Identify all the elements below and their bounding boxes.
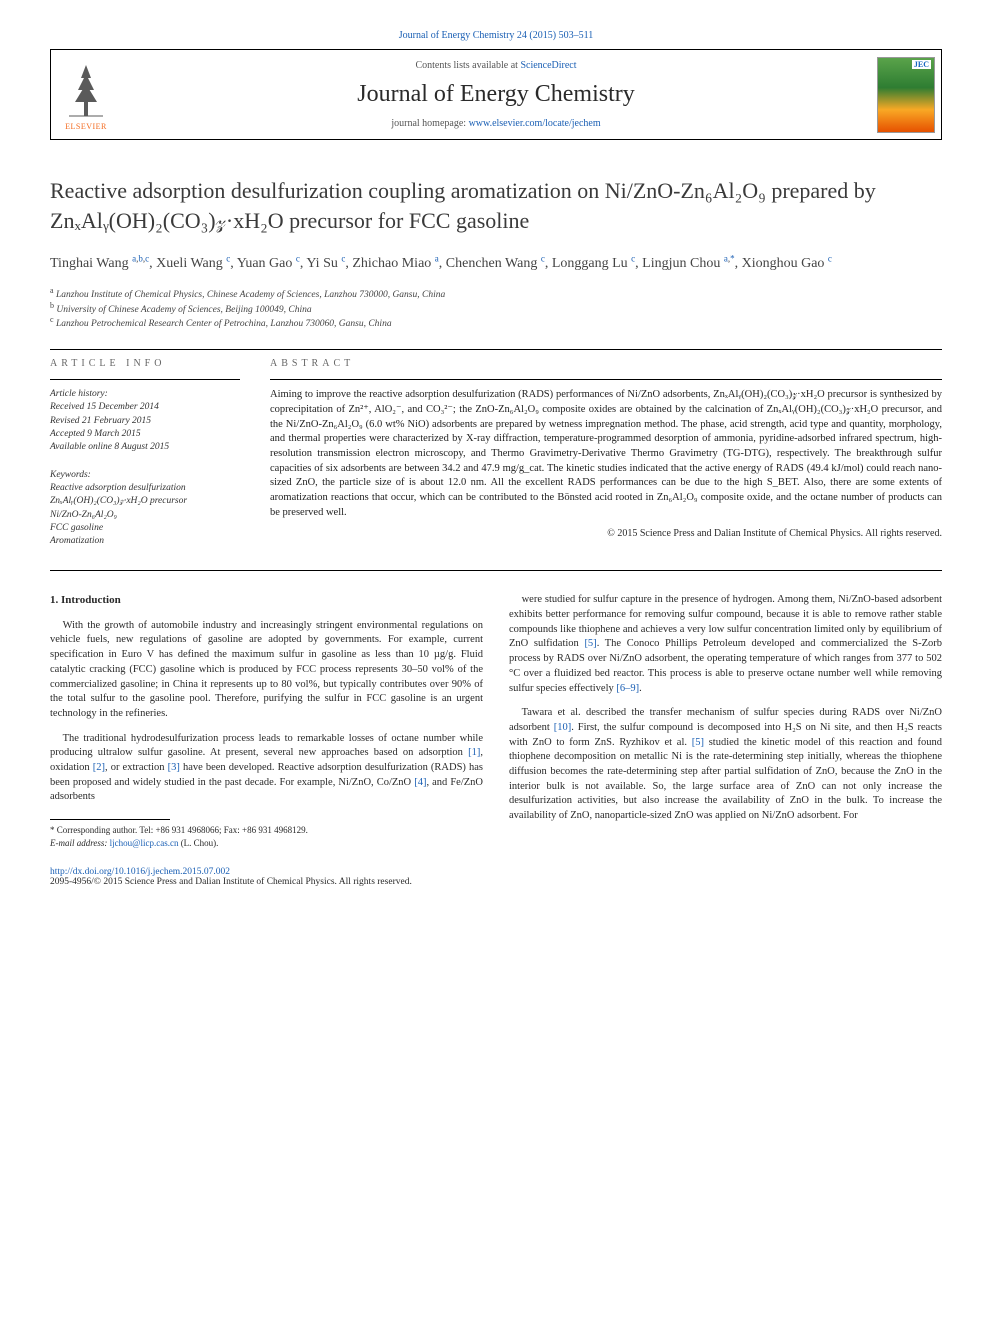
- p2-text: , or extraction: [105, 762, 168, 773]
- journal-title: Journal of Energy Chemistry: [121, 81, 871, 108]
- intro-heading: 1. Introduction: [50, 593, 483, 608]
- history-line: Accepted 9 March 2015: [50, 428, 240, 441]
- body-columns: 1. Introduction With the growth of autom…: [50, 593, 942, 849]
- article-history-block: Article history: Received 15 December 20…: [50, 388, 240, 454]
- p3-text: .: [639, 683, 642, 694]
- homepage-line: journal homepage: www.elsevier.com/locat…: [121, 118, 871, 129]
- affiliation-line: c Lanzhou Petrochemical Research Center …: [50, 317, 942, 331]
- footnote-corr-line: * Corresponding author. Tel: +86 931 496…: [50, 824, 483, 837]
- corresponding-footnote: * Corresponding author. Tel: +86 931 496…: [50, 824, 483, 849]
- contents-prefix: Contents lists available at: [415, 60, 520, 71]
- homepage-link[interactable]: www.elsevier.com/locate/jechem: [469, 118, 601, 129]
- journal-header-box: ELSEVIER Contents lists available at Sci…: [50, 49, 942, 140]
- doi-link[interactable]: http://dx.doi.org/10.1016/j.jechem.2015.…: [50, 867, 230, 877]
- intro-para-3: were studied for sulfur capture in the p…: [509, 593, 942, 696]
- elsevier-logo-block: ELSEVIER: [51, 50, 121, 139]
- intro-para-4: Tawara et al. described the transfer mec…: [509, 706, 942, 824]
- ref-10-link[interactable]: [10]: [554, 722, 572, 733]
- sciencedirect-link[interactable]: ScienceDirect: [520, 60, 576, 71]
- email-label: E-mail address:: [50, 838, 110, 848]
- homepage-prefix: journal homepage:: [391, 118, 468, 129]
- p4-text: studied the kinetic model of this reacti…: [509, 737, 942, 821]
- cover-jec-label: JEC: [912, 60, 931, 69]
- keyword-line: Reactive adsorption desulfurization: [50, 482, 240, 495]
- top-citation: Journal of Energy Chemistry 24 (2015) 50…: [50, 30, 942, 41]
- end-abstract-rule: [50, 570, 942, 571]
- section-rule: [50, 349, 942, 350]
- keyword-line: Aromatization: [50, 535, 240, 548]
- article-info-column: ARTICLE INFO Article history: Received 1…: [50, 358, 240, 562]
- affiliation-line: a Lanzhou Institute of Chemical Physics,…: [50, 288, 942, 302]
- ref-3-link[interactable]: [3]: [168, 762, 180, 773]
- ref-5-link[interactable]: [5]: [584, 638, 596, 649]
- email-person: (L. Chou).: [178, 838, 218, 848]
- keywords-label: Keywords:: [50, 469, 240, 482]
- p2-text: The traditional hydrodesulfurization pro…: [50, 733, 483, 759]
- intro-para-1: With the growth of automobile industry a…: [50, 619, 483, 722]
- contents-available-line: Contents lists available at ScienceDirec…: [121, 60, 871, 71]
- keywords-block: Keywords: Reactive adsorption desulfuriz…: [50, 469, 240, 549]
- abstract-copyright: © 2015 Science Press and Dalian Institut…: [270, 528, 942, 539]
- citation-link[interactable]: Journal of Energy Chemistry 24 (2015) 50…: [399, 30, 593, 41]
- ref-4-link[interactable]: [4]: [414, 777, 426, 788]
- affiliation-line: b University of Chinese Academy of Scien…: [50, 303, 942, 317]
- abstract-heading: ABSTRACT: [270, 358, 942, 369]
- footnote-email-line: E-mail address: ljchou@licp.cas.cn (L. C…: [50, 837, 483, 850]
- issn-line: 2095-4956/© 2015 Science Press and Dalia…: [50, 877, 942, 887]
- keyword-line: Ni/ZnO-Zn₆Al₂O₉: [50, 509, 240, 522]
- ref-6-9-link[interactable]: [6–9]: [616, 683, 639, 694]
- abstract-text: Aiming to improve the reactive adsorptio…: [270, 388, 942, 520]
- elsevier-label: ELSEVIER: [65, 122, 107, 131]
- intro-para-2: The traditional hydrodesulfurization pro…: [50, 732, 483, 805]
- article-history-label: Article history:: [50, 388, 240, 401]
- info-abstract-row: ARTICLE INFO Article history: Received 1…: [50, 358, 942, 562]
- history-line: Revised 21 February 2015: [50, 415, 240, 428]
- journal-cover-thumb: JEC: [877, 57, 935, 133]
- page-footer: http://dx.doi.org/10.1016/j.jechem.2015.…: [50, 867, 942, 887]
- article-title: Reactive adsorption desulfurization coup…: [50, 176, 942, 235]
- history-line: Received 15 December 2014: [50, 401, 240, 414]
- affiliations-block: a Lanzhou Institute of Chemical Physics,…: [50, 288, 942, 331]
- keyword-line: ZnₓAlᵧ(OH)₂(CO₃)𝓏·xH₂O precursor: [50, 495, 240, 508]
- ref-2-link[interactable]: [2]: [93, 762, 105, 773]
- header-center: Contents lists available at ScienceDirec…: [121, 50, 871, 139]
- abstract-rule: [270, 379, 942, 380]
- ref-5b-link[interactable]: [5]: [692, 737, 704, 748]
- keyword-line: FCC gasoline: [50, 522, 240, 535]
- abstract-column: ABSTRACT Aiming to improve the reactive …: [270, 358, 942, 562]
- elsevier-tree-icon: [61, 60, 111, 120]
- article-info-heading: ARTICLE INFO: [50, 358, 240, 369]
- email-link[interactable]: ljchou@licp.cas.cn: [110, 838, 179, 848]
- journal-cover-block: JEC: [871, 50, 941, 139]
- history-line: Available online 8 August 2015: [50, 441, 240, 454]
- ref-1-link[interactable]: [1]: [468, 747, 480, 758]
- info-rule: [50, 379, 240, 380]
- footnote-separator: [50, 819, 170, 820]
- authors-line: Tinghai Wang a,b,c, Xueli Wang c, Yuan G…: [50, 253, 942, 274]
